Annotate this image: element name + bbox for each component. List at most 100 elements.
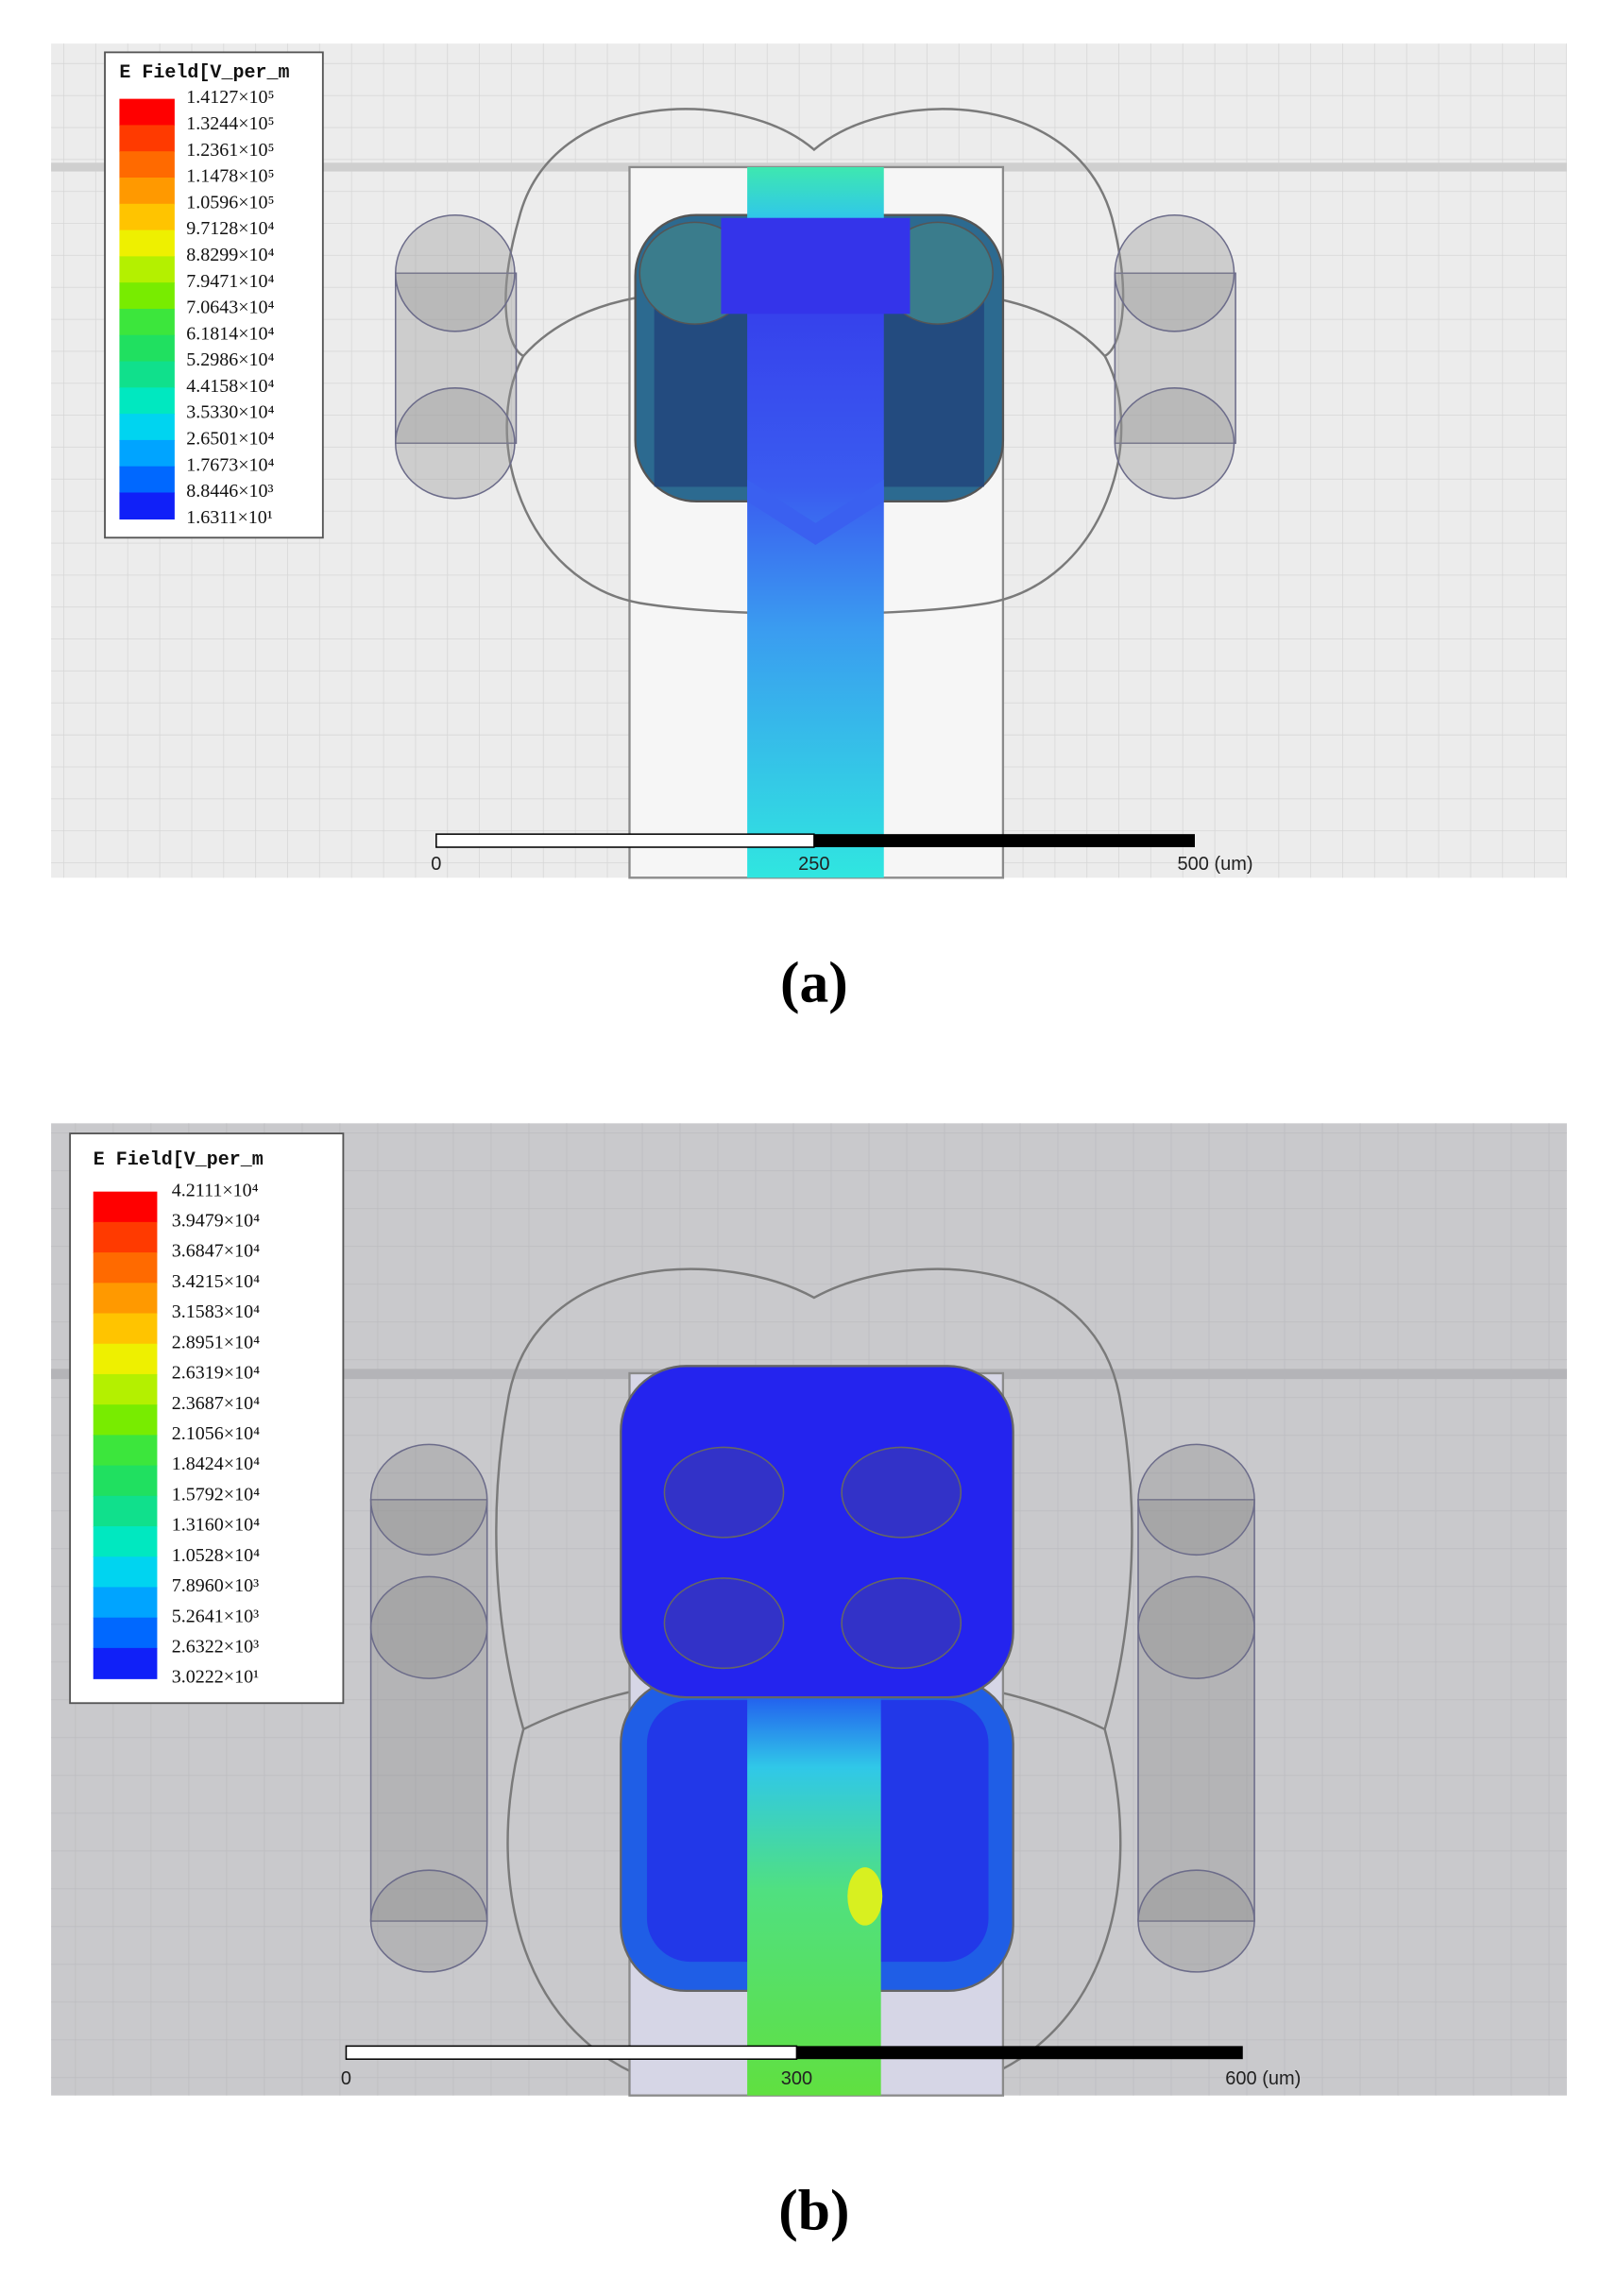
legend-label: 5.2641×10³: [172, 1606, 259, 1626]
legend-swatch: [93, 1313, 158, 1345]
legend-swatch: [93, 1221, 158, 1253]
legend-title: E Field[V_per_m: [119, 62, 289, 84]
legend-label: 3.5330×10⁴: [186, 402, 274, 423]
scale-bar-label: 600 (um): [1225, 2068, 1301, 2089]
legend-label: 1.3160×10⁴: [172, 1515, 260, 1536]
panel-b-shape-shape: [841, 1446, 962, 1539]
legend-swatch: [93, 1283, 158, 1315]
scale-bar-label: 0: [431, 854, 441, 875]
legend-label: 8.8299×10⁴: [186, 245, 274, 265]
legend-swatch: [93, 1587, 158, 1619]
legend-swatch: [119, 230, 175, 258]
panel-b-shape: [847, 1867, 883, 1926]
legend-label: 3.0222×10¹: [172, 1667, 259, 1688]
legend-swatch: [93, 1435, 158, 1467]
panel-b-shape-shape: [369, 1869, 488, 1973]
legend-label: 1.8424×10⁴: [172, 1454, 260, 1474]
panel-a-shape: [747, 479, 884, 545]
legend-label: 1.3244×10⁵: [186, 113, 274, 134]
legend-swatch: [93, 1526, 158, 1558]
legend-swatch: [93, 1617, 158, 1649]
legend-label: 1.1478×10⁵: [186, 166, 274, 187]
legend-swatch: [119, 151, 175, 179]
legend-swatch: [119, 334, 175, 363]
panel-a-shape: [394, 213, 1236, 500]
legend-swatch: [119, 387, 175, 415]
panel-a-shape-shape: [1114, 387, 1235, 500]
legend-label: 3.9479×10⁴: [172, 1210, 260, 1231]
legend-label: 1.2361×10⁵: [186, 140, 274, 161]
legend-swatch: [93, 1343, 158, 1375]
legend-swatch: [119, 177, 175, 205]
panel-a-shape-shape: [394, 272, 518, 445]
legend-label: 1.4127×10⁵: [186, 87, 274, 108]
panel-b-shape-shape: [369, 1443, 488, 1556]
legend-swatch: [93, 1647, 158, 1679]
panel-b-shape-shape: [1137, 1443, 1255, 1556]
legend-swatch: [119, 282, 175, 310]
panel-b-shape-shape: [1137, 1575, 1255, 1679]
legend-label: 2.1056×10⁴: [172, 1423, 260, 1444]
legend-label: 9.7128×10⁴: [186, 218, 274, 239]
legend-title: E Field[V_per_m: [94, 1149, 264, 1171]
scale-bar-label: 500 (um): [1178, 854, 1253, 875]
legend-label: 2.6501×10⁴: [186, 429, 274, 450]
legend-label: 3.4215×10⁴: [172, 1271, 260, 1292]
scale-bar-label: 250: [798, 854, 829, 875]
scale-bar-white: [435, 833, 815, 848]
panel-b-shape-shape: [369, 1499, 488, 1922]
panel-b: [51, 1123, 1567, 2097]
legend-swatch: [119, 98, 175, 127]
legend-label: 1.6311×10¹: [186, 507, 273, 528]
legend-label: 2.6322×10³: [172, 1636, 259, 1657]
panel-a-shape: [721, 217, 911, 315]
legend-label: 7.0643×10⁴: [186, 298, 274, 318]
legend-swatch: [119, 203, 175, 231]
panel-a-shape-shape: [1114, 272, 1236, 445]
legend-swatch: [119, 361, 175, 389]
legend-swatch: [93, 1495, 158, 1527]
legend-swatch: [119, 492, 175, 520]
legend-swatch: [93, 1191, 158, 1223]
legend-label: 4.4158×10⁴: [186, 376, 274, 397]
legend-label: 4.2111×10⁴: [172, 1180, 259, 1200]
panel-b-shape-shape: [663, 1446, 785, 1539]
legend-label: 6.1814×10⁴: [186, 323, 274, 344]
panel-b-shape: [369, 1443, 1255, 1973]
legend-swatch: [119, 439, 175, 468]
legend-swatch: [93, 1404, 158, 1437]
legend-label: 1.7673×10⁴: [186, 454, 274, 475]
legend-swatch: [93, 1252, 158, 1284]
legend-label: 2.6319×10⁴: [172, 1363, 260, 1384]
scale-bar-black: [813, 834, 1196, 848]
panel-b-shape-shape: [1137, 1869, 1255, 1973]
scale-bar-white: [345, 2045, 798, 2060]
panel-a-shape-shape: [394, 213, 516, 332]
panel-b-shape-shape: [369, 1575, 488, 1679]
legend-swatch: [119, 466, 175, 494]
legend-swatch: [93, 1465, 158, 1497]
panel-label: (b): [778, 2179, 849, 2243]
panel-b-shape-shape: [1137, 1499, 1255, 1922]
legend-label: 2.3687×10⁴: [172, 1393, 260, 1414]
panel-label: (a): [780, 950, 848, 1014]
legend-swatch: [119, 125, 175, 152]
legend-label: 2.8951×10⁴: [172, 1332, 260, 1352]
scale-bar-black: [796, 2046, 1243, 2060]
legend-swatch: [93, 1373, 158, 1405]
legend-swatch: [119, 308, 175, 336]
scale-bar-label: 300: [781, 2068, 812, 2089]
legend-label: 5.2986×10⁴: [186, 349, 274, 370]
panel-a-shape-shape: [394, 387, 516, 500]
legend-label: 7.8960×10³: [172, 1575, 259, 1596]
legend-label: 7.9471×10⁴: [186, 271, 274, 292]
panel-b-shape: [663, 1446, 962, 1670]
panel-b-shape-shape: [841, 1577, 962, 1670]
legend-swatch: [119, 414, 175, 441]
legend-label: 3.1583×10⁴: [172, 1301, 260, 1322]
legend-label: 8.8446×10³: [186, 481, 273, 502]
legend-swatch: [93, 1556, 158, 1589]
legend-label: 1.5792×10⁴: [172, 1484, 260, 1505]
legend-label: 1.0596×10⁵: [186, 192, 274, 213]
panel-a-shape-shape: [1114, 213, 1235, 332]
